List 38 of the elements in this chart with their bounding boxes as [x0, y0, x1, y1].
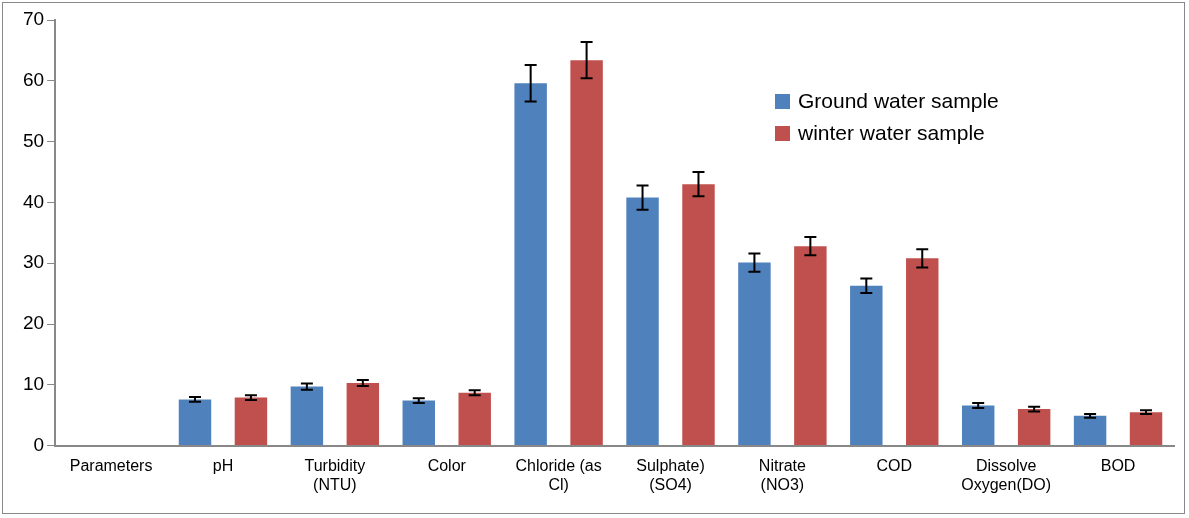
y-tick-label: 10 [22, 373, 45, 395]
legend-label: Ground water sample [798, 89, 999, 113]
x-tick-label: Sulphate) (SO4) [636, 456, 705, 493]
y-tick-label: 20 [22, 312, 45, 334]
y-tick-label: 0 [33, 433, 45, 455]
bar [234, 397, 268, 446]
x-tick-label: Color [427, 456, 467, 474]
y-tick-label: 40 [22, 190, 45, 212]
bar [1073, 415, 1107, 446]
bar [738, 262, 771, 446]
bar [290, 386, 324, 446]
bar [682, 184, 715, 446]
bar [961, 405, 995, 446]
bar [626, 197, 659, 446]
bar [402, 400, 435, 446]
y-tick-label: 30 [22, 251, 45, 273]
bar [906, 258, 939, 446]
x-tick-label: BOD [1100, 456, 1136, 474]
x-tick-label: Chloride (as Cl) [515, 456, 602, 493]
y-tick-label: 50 [22, 129, 45, 151]
bar [514, 83, 547, 446]
x-tick-label: Turbidity (NTU) [304, 456, 366, 493]
bar [794, 246, 827, 446]
bar [1017, 409, 1051, 446]
x-tick-label: COD [876, 456, 913, 474]
x-tick-label: pH [212, 456, 234, 474]
legend-label: winter water sample [798, 121, 985, 145]
bar [178, 399, 212, 446]
y-tick-label: 60 [22, 69, 45, 91]
x-tick-label: Parameters [69, 456, 153, 474]
bar [458, 392, 491, 446]
bar [1129, 412, 1163, 446]
x-tick-label: Nitrate (NO3) [758, 456, 807, 493]
bar [346, 382, 380, 446]
bar [570, 60, 603, 446]
bar [850, 285, 883, 446]
y-tick-label: 70 [22, 8, 45, 30]
x-tick-label: Dissolve Oxygen(DO) [961, 456, 1052, 493]
